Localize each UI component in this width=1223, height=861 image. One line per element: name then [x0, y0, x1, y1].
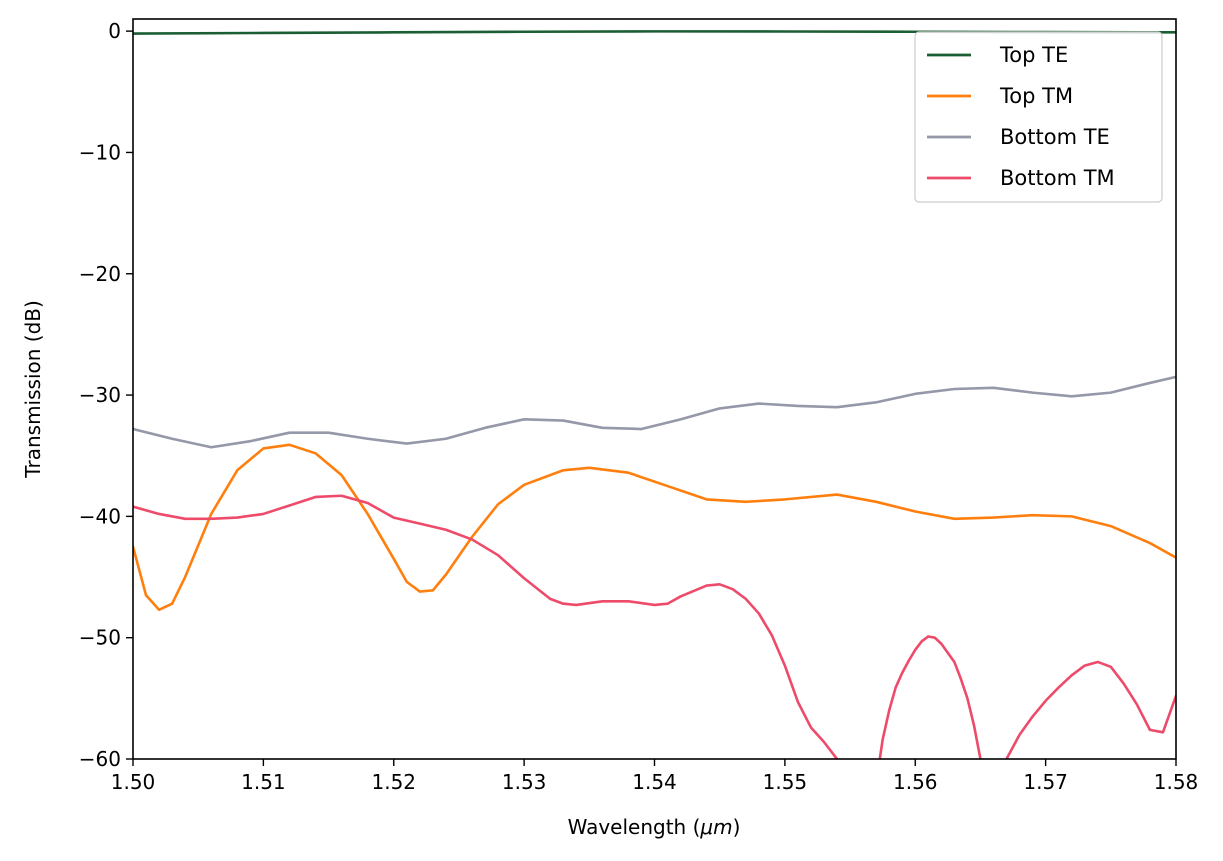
x-axis-label: Wavelength (μm) [568, 815, 741, 839]
y-tick-label: −60 [79, 747, 121, 771]
y-tick-label: −30 [79, 383, 121, 407]
x-tick-label: 1.50 [111, 770, 156, 794]
x-tick-label: 1.56 [893, 770, 938, 794]
y-tick-label: −40 [79, 504, 121, 528]
x-tick-label: 1.58 [1154, 770, 1199, 794]
x-axis-ticks: 1.50 1.51 1.52 1.53 1.54 1.55 1.56 1.57 1.58 [111, 759, 1199, 794]
y-tick-label: −50 [79, 626, 121, 650]
legend-label: Top TE [999, 43, 1068, 67]
y-axis-ticks: 0 −10 −20 −30 −40 −50 −60 [79, 19, 133, 771]
y-tick-label: 0 [108, 19, 121, 43]
x-tick-label: 1.55 [763, 770, 808, 794]
series-line-bottom-te [133, 375, 1176, 449]
series-line-top-tm [133, 443, 1176, 612]
legend-box [914, 31, 1163, 203]
legend: Top TE Top TM Bottom TE Bottom TM [914, 31, 1163, 203]
y-tick-label: −10 [79, 140, 121, 164]
y-axis-label: Transmission (dB) [21, 300, 45, 479]
x-tick-label: 1.52 [371, 770, 416, 794]
legend-label: Bottom TM [1000, 166, 1115, 190]
x-tick-label: 1.53 [502, 770, 547, 794]
x-tick-label: 1.54 [632, 770, 677, 794]
y-tick-label: −20 [79, 262, 121, 286]
legend-label: Top TM [999, 84, 1073, 108]
x-tick-label: 1.57 [1023, 770, 1068, 794]
legend-label: Bottom TE [1000, 125, 1110, 149]
series-line-bottom-tm [133, 494, 1176, 759]
x-tick-label: 1.51 [241, 770, 286, 794]
